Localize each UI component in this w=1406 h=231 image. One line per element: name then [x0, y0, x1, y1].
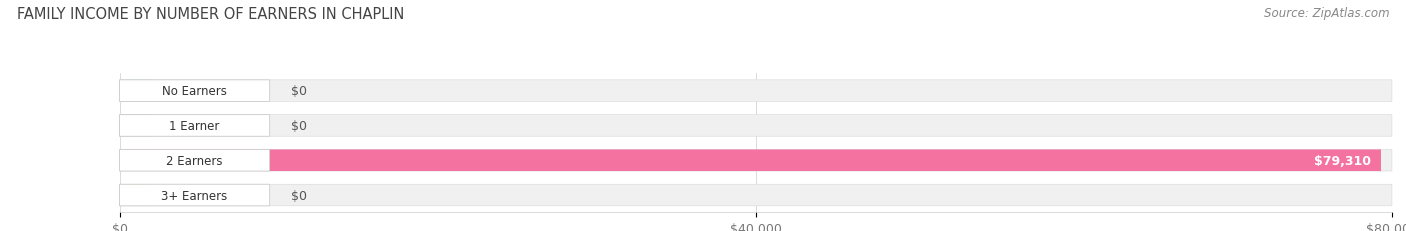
Text: Source: ZipAtlas.com: Source: ZipAtlas.com [1264, 7, 1389, 20]
Text: FAMILY INCOME BY NUMBER OF EARNERS IN CHAPLIN: FAMILY INCOME BY NUMBER OF EARNERS IN CH… [17, 7, 405, 22]
FancyBboxPatch shape [120, 184, 152, 206]
Text: $0: $0 [291, 119, 308, 132]
FancyBboxPatch shape [120, 115, 1392, 137]
FancyBboxPatch shape [120, 81, 270, 102]
Text: No Earners: No Earners [162, 85, 226, 98]
Text: 3+ Earners: 3+ Earners [162, 189, 228, 202]
FancyBboxPatch shape [120, 184, 1392, 206]
FancyBboxPatch shape [120, 150, 270, 171]
Text: 1 Earner: 1 Earner [169, 119, 219, 132]
Text: $0: $0 [291, 189, 308, 202]
FancyBboxPatch shape [120, 184, 270, 206]
FancyBboxPatch shape [120, 81, 152, 102]
Text: $0: $0 [291, 85, 308, 98]
FancyBboxPatch shape [120, 115, 270, 137]
FancyBboxPatch shape [120, 115, 152, 137]
Text: $79,310: $79,310 [1313, 154, 1371, 167]
FancyBboxPatch shape [120, 81, 1392, 102]
FancyBboxPatch shape [120, 150, 1381, 171]
FancyBboxPatch shape [120, 150, 1392, 171]
Text: 2 Earners: 2 Earners [166, 154, 222, 167]
